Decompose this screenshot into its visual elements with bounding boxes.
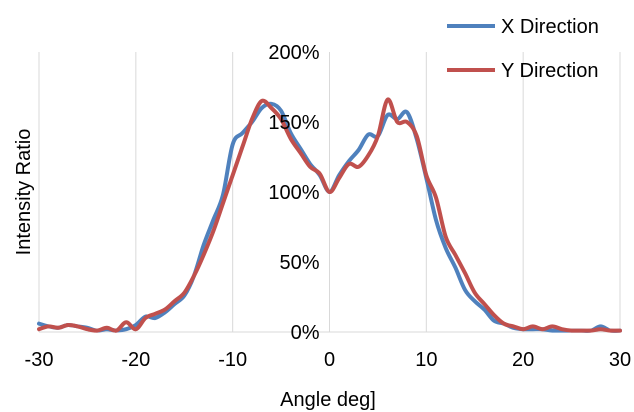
y-axis-label: Intensity Ratio <box>13 129 35 256</box>
y-axis-ticks: 0% 50% 100% 150% 200% <box>268 42 319 344</box>
legend-item: Y Direction <box>447 60 598 82</box>
y-tick-label: 200% <box>268 42 319 64</box>
y-tick-label: 50% <box>279 252 319 274</box>
y-tick-label: 0% <box>291 322 320 344</box>
x-axis-label: Angle deg] <box>280 389 376 411</box>
legend-label: Y Direction <box>501 60 598 82</box>
series-layer <box>37 97 622 333</box>
legend: X Direction Y Direction <box>447 16 599 82</box>
series-line-y-direction <box>37 97 622 333</box>
x-axis-ticks: -30 -20 -10 0 10 20 30 <box>25 349 632 371</box>
x-tick-label: -10 <box>218 349 247 371</box>
x-tick-label: 20 <box>512 349 534 371</box>
grid <box>38 52 621 333</box>
y-tick-label: 150% <box>268 112 319 134</box>
x-tick-label: 10 <box>415 349 437 371</box>
legend-label: X Direction <box>501 16 599 38</box>
legend-item: X Direction <box>447 16 599 38</box>
x-tick-label: -30 <box>25 349 54 371</box>
x-tick-label: -20 <box>121 349 150 371</box>
y-tick-label: 100% <box>268 182 319 204</box>
x-tick-label: 0 <box>324 349 335 371</box>
x-tick-label: 30 <box>609 349 631 371</box>
